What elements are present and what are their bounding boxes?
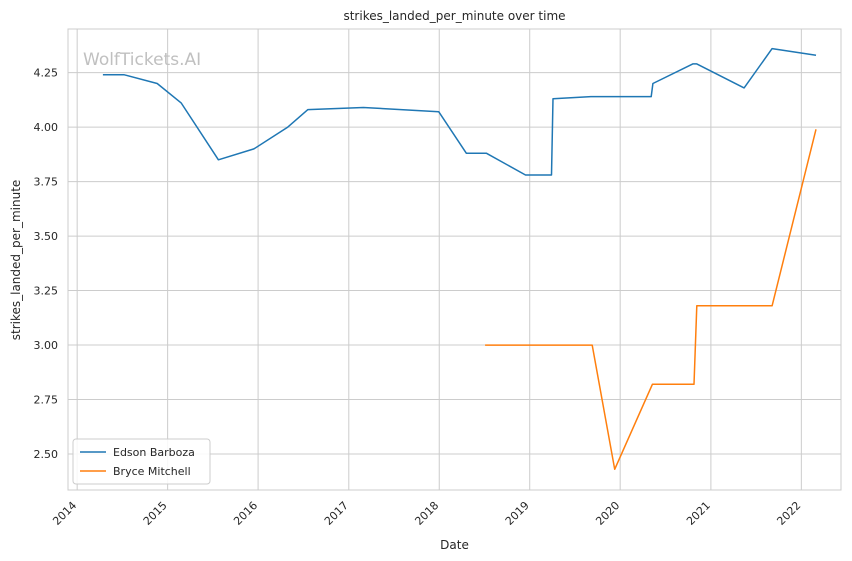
x-tick-label: 2016: [231, 499, 260, 528]
y-tick-label: 2.50: [34, 448, 59, 461]
plot-frame: [67, 28, 842, 491]
x-tick-label: 2015: [141, 499, 170, 528]
watermark: WolfTickets.AI: [83, 50, 201, 70]
y-tick-label: 3.75: [34, 176, 59, 189]
y-tick-label: 4.25: [34, 67, 59, 80]
series-line-edson-barboza: [102, 47, 817, 176]
x-tick-label: 2022: [774, 499, 803, 528]
x-tick-labels: 2014 2015 2016 2017 2018 2019 2020 2021 2022: [50, 499, 803, 528]
x-tick-label: 2020: [593, 499, 622, 528]
y-tick-label: 2.75: [34, 394, 59, 407]
series-lines: [102, 47, 817, 471]
legend-label-edson-barboza: Edson Barboza: [113, 446, 195, 459]
y-tick-labels: 2.50 2.75 3.00 3.25 3.50 3.75 4.00 4.25: [34, 67, 59, 461]
y-tick-label: 3.25: [34, 285, 59, 298]
legend-box: [72, 438, 211, 485]
chart-title: strikes_landed_per_minute over time: [343, 9, 565, 23]
grid: [68, 29, 841, 490]
x-tick-label: 2014: [50, 499, 79, 528]
x-tick-label: 2018: [412, 499, 441, 528]
y-tick-label: 3.00: [34, 339, 59, 352]
x-axis-label: Date: [440, 538, 469, 552]
x-tick-label: 2017: [322, 499, 351, 528]
y-tick-label: 4.00: [34, 121, 59, 134]
legend: Edson Barboza Bryce Mitchell: [72, 438, 211, 485]
y-axis-label: strikes_landed_per_minute: [9, 180, 23, 341]
y-tick-label: 3.50: [34, 230, 59, 243]
x-tick-label: 2019: [503, 499, 532, 528]
series-line-bryce-mitchell: [485, 129, 817, 471]
x-tick-label: 2021: [684, 499, 713, 528]
legend-label-bryce-mitchell: Bryce Mitchell: [113, 465, 191, 478]
